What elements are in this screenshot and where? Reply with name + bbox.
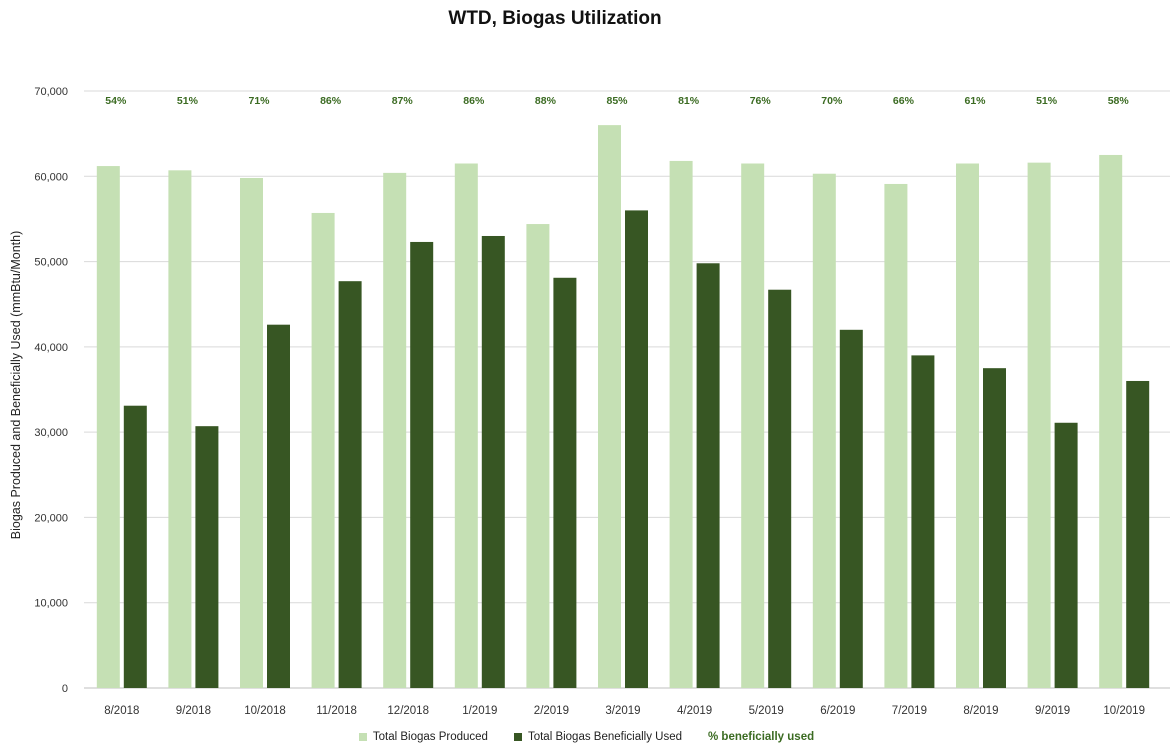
bar-used — [911, 355, 935, 688]
chart-title: WTD, Biogas Utilization — [448, 8, 662, 29]
x-tick-label: 6/2019 — [820, 705, 855, 717]
legend-label-percent: % beneficially used — [708, 731, 815, 743]
y-tick-label: 60,000 — [34, 171, 68, 183]
legend-label-used: Total Biogas Beneficially Used — [527, 731, 683, 743]
bar-used — [553, 277, 577, 688]
legend: Total Biogas Produced Total Biogas Benef… — [0, 731, 1173, 743]
x-tick-label: 5/2019 — [749, 705, 784, 717]
percent-label: 70% — [821, 95, 843, 107]
bar-produced — [454, 163, 478, 688]
percent-label: 88% — [535, 95, 557, 107]
percent-label: 54% — [105, 95, 127, 107]
legend-label-produced: Total Biogas Produced — [372, 731, 488, 743]
legend-swatch-used — [513, 733, 522, 741]
bar-produced — [526, 224, 550, 688]
bar-produced — [741, 163, 765, 688]
bar-produced — [311, 212, 335, 689]
percent-label: 85% — [606, 95, 628, 107]
bar-produced — [669, 160, 693, 689]
x-tick-label: 1/2019 — [462, 705, 497, 717]
x-tick-label: 11/2018 — [316, 705, 357, 717]
bar-produced — [598, 125, 621, 689]
bar-used — [267, 324, 290, 688]
x-tick-label: 10/2018 — [244, 705, 286, 717]
percent-label: 86% — [463, 95, 485, 107]
bar-produced — [1027, 162, 1051, 688]
bar-used — [123, 405, 147, 688]
x-tick-label: 8/2018 — [104, 705, 139, 717]
x-tick-label: 10/2019 — [1103, 705, 1145, 717]
y-tick-label: 70,000 — [34, 86, 68, 98]
percent-label: 51% — [177, 95, 199, 107]
legend-item-produced: Total Biogas Produced — [358, 731, 488, 743]
bar-used — [481, 235, 505, 688]
bar-produced — [96, 166, 120, 689]
y-tick-label: 30,000 — [34, 427, 68, 439]
bar-used — [1126, 380, 1150, 688]
x-tick-label: 9/2018 — [176, 705, 211, 717]
bar-used — [195, 426, 219, 688]
bar-used — [839, 329, 863, 688]
percent-label: 71% — [248, 95, 270, 107]
y-tick-label: 50,000 — [34, 257, 68, 269]
bar-produced — [240, 177, 263, 688]
percent-label: 61% — [964, 95, 986, 107]
bar-used — [768, 289, 792, 688]
bar-produced — [812, 173, 836, 688]
percent-label: 66% — [893, 95, 915, 107]
x-tick-label: 3/2019 — [605, 705, 640, 717]
y-tick-label: 40,000 — [34, 342, 68, 354]
y-tick-label: 10,000 — [34, 598, 68, 610]
x-tick-label: 12/2018 — [387, 705, 429, 717]
percent-label: 51% — [1036, 95, 1058, 107]
y-tick-label: 20,000 — [34, 512, 68, 524]
percent-label: 58% — [1108, 95, 1130, 107]
bar-produced — [956, 163, 979, 688]
percent-label: 86% — [320, 95, 342, 107]
legend-swatch-produced — [358, 733, 367, 741]
bar-produced — [1099, 154, 1123, 688]
percent-label: 87% — [392, 95, 414, 107]
y-tick-label: 0 — [62, 683, 68, 695]
bar-produced — [383, 172, 407, 689]
bar-used — [1054, 422, 1078, 688]
bar-used — [696, 263, 720, 688]
x-tick-label: 4/2019 — [677, 705, 712, 717]
bar-used — [625, 210, 648, 688]
x-tick-label: 2/2019 — [534, 705, 569, 717]
percent-label: 81% — [678, 95, 700, 107]
x-tick-label: 7/2019 — [892, 705, 927, 717]
legend-item-percent: % beneficially used — [708, 731, 814, 743]
bar-produced — [884, 183, 908, 688]
bar-used — [338, 281, 362, 688]
x-tick-label: 9/2019 — [1035, 705, 1070, 717]
bar-used — [983, 368, 1006, 688]
percent-label: 76% — [750, 95, 772, 107]
x-tick-label: 8/2019 — [963, 705, 998, 717]
bar-used — [410, 241, 434, 688]
legend-item-used: Total Biogas Beneficially Used — [513, 731, 683, 743]
bar-produced — [168, 170, 192, 688]
